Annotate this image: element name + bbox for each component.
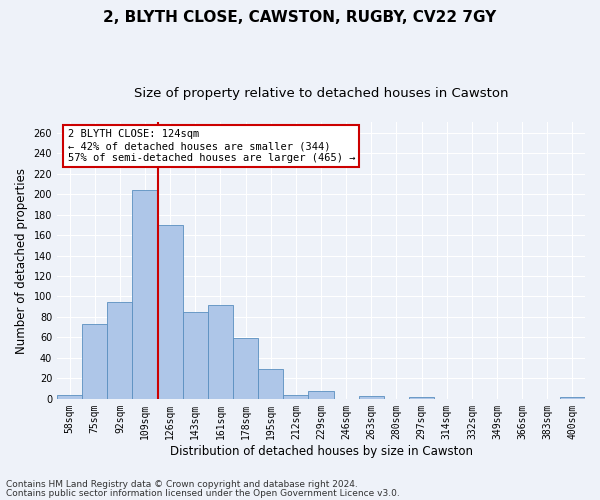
Bar xyxy=(82,324,107,399)
Text: 2, BLYTH CLOSE, CAWSTON, RUGBY, CV22 7GY: 2, BLYTH CLOSE, CAWSTON, RUGBY, CV22 7GY xyxy=(103,10,497,25)
Bar xyxy=(409,397,434,399)
Text: 2 BLYTH CLOSE: 124sqm
← 42% of detached houses are smaller (344)
57% of semi-det: 2 BLYTH CLOSE: 124sqm ← 42% of detached … xyxy=(68,130,355,162)
Bar xyxy=(158,225,183,399)
X-axis label: Distribution of detached houses by size in Cawston: Distribution of detached houses by size … xyxy=(170,444,473,458)
Text: Contains public sector information licensed under the Open Government Licence v3: Contains public sector information licen… xyxy=(6,488,400,498)
Bar xyxy=(183,312,208,399)
Bar xyxy=(359,396,384,399)
Bar xyxy=(283,394,308,399)
Bar xyxy=(233,338,258,399)
Title: Size of property relative to detached houses in Cawston: Size of property relative to detached ho… xyxy=(134,88,508,101)
Bar xyxy=(107,302,133,399)
Text: Contains HM Land Registry data © Crown copyright and database right 2024.: Contains HM Land Registry data © Crown c… xyxy=(6,480,358,489)
Bar xyxy=(258,369,283,399)
Bar xyxy=(57,394,82,399)
Bar xyxy=(208,304,233,399)
Bar xyxy=(308,390,334,399)
Y-axis label: Number of detached properties: Number of detached properties xyxy=(15,168,28,354)
Bar xyxy=(560,397,585,399)
Bar xyxy=(133,190,158,399)
